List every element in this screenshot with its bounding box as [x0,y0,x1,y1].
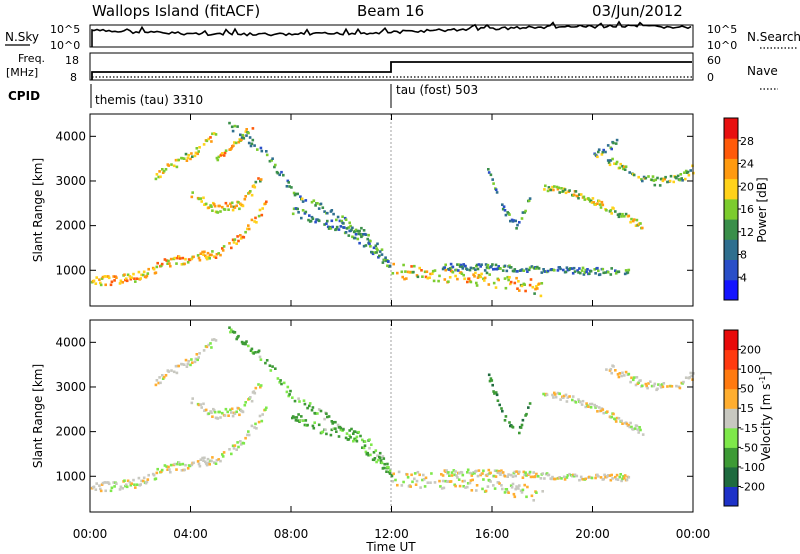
colorbar-tick-label: 28 [740,135,754,148]
freq-label: Freq. [18,52,45,65]
colorbar-segment [724,369,738,390]
range-tick-label: 3000 [55,380,86,394]
colorbar-segment [724,279,738,301]
velocity-panel: 1000 2000 3000 4000 Slant Range [km] [31,319,695,513]
time-tick-label: 04:00 [173,527,208,541]
nave-tick-bottom: 0 [707,71,714,84]
range-tick-label: 2000 [55,425,86,439]
colorbar-tick-label: 12 [740,226,754,239]
range-tick-label: 4000 [55,129,86,143]
range-tick-label: 3000 [55,174,86,188]
colorbar-segment [724,486,738,507]
power-colorbar: 28 24 20 16 12 8 4 [723,117,754,301]
time-tick-label: 16:00 [475,527,510,541]
cpid-label: CPID [8,89,40,103]
nave-label: Nave [747,64,778,78]
time-axis: 00:00 04:00 08:00 12:00 16:00 20:00 00:00 [73,114,711,541]
range-tick-label: 1000 [55,263,86,277]
colorbar-tick-label: 8 [740,249,747,262]
colorbar-tick-label: 4 [740,271,747,284]
cpid-mode-1: themis (tau) 3310 [95,93,203,107]
colorbar-tick-label: 20 [740,180,754,193]
beam-title: Beam 16 [357,2,424,20]
colorbar-segment [724,198,738,220]
freq-unit-label: [MHz] [6,66,38,79]
freq-tick-bottom: 8 [70,71,77,84]
time-tick-label: 00:00 [676,527,711,541]
cpid-row: CPID themis (tau) 3310 tau (fost) 503 [8,83,478,108]
colorbar-tick-label: -200 [740,480,765,493]
colorbar-tick-label: 200 [740,344,761,357]
colorbar-segment [724,118,738,139]
colorbar-tick-label: 16 [740,203,754,216]
range-tick-label: 4000 [55,335,86,349]
colorbar-segment [724,388,738,409]
nsearch-tick-top: 10^5 [707,23,737,36]
frequency-series-line [91,61,692,80]
colorbar-segment [724,259,738,281]
station-title: Wallops Island (fitACF) [92,2,260,20]
colorbar-segment [724,138,738,159]
cpid-mode-2: tau (fost) 503 [396,83,478,97]
time-tick-label: 00:00 [73,527,108,541]
velocity-echo-cells [90,326,695,502]
colorbar-tick-label: 50 [740,383,754,396]
time-tick-label: 20:00 [575,527,610,541]
nsearch-label: N.Search [747,30,800,44]
colorbar-segment [724,330,738,351]
date-title: 03/Jun/2012 [592,2,683,20]
colorbar-segment [724,239,738,260]
range-tick-label: 2000 [55,219,86,233]
time-tick-label: 12:00 [374,527,409,541]
power-ylabel: Slant Range [km] [31,158,45,262]
colorbar-segment [724,158,738,180]
colorbar-segment [724,447,738,468]
colorbar-segment [724,466,738,487]
freq-tick-top: 18 [65,54,79,67]
nsky-tick-bottom: 10^0 [50,39,80,52]
power-echo-cells [90,121,695,298]
colorbar-segment [724,178,738,200]
velocity-colorbar: 200 100 50 15 -15 -50 -100 -200 [723,329,765,507]
colorbar-segment [724,408,738,429]
velocity-colorbar-label: Velocity [m s-1] [758,371,773,461]
freq-panel: Freq. [MHz] 18 8 60 0 Nave [6,52,778,90]
colorbar-tick-label: 15 [740,402,754,415]
colorbar-tick-label: 24 [740,158,754,171]
time-tick-label: 08:00 [274,527,309,541]
colorbar-tick-label: -15 [740,422,758,435]
nsky-panel: N.Sky 10^5 10^0 10^5 10^0 N.Search [5,20,800,52]
nsky-label: N.Sky [5,30,39,44]
nsearch-tick-bottom: 10^0 [707,39,737,52]
nave-tick-top: 60 [707,54,721,67]
nsky-tick-top: 10^5 [50,23,80,36]
range-tick-label: 1000 [55,469,86,483]
colorbar-tick-label: 100 [740,363,761,376]
velocity-ylabel: Slant Range [km] [31,364,45,468]
nsky-series-line [91,20,692,47]
colorbar-segment [724,427,738,448]
colorbar-segment [724,349,738,370]
time-axis-label: Time UT [365,540,416,554]
power-colorbar-label: Power [dB] [755,177,769,242]
colorbar-tick-label: -50 [740,441,758,454]
colorbar-tick-label: -100 [740,461,765,474]
colorbar-segment [724,219,738,240]
power-panel: 1000 2000 3000 4000 Slant Range [km] [31,113,695,307]
